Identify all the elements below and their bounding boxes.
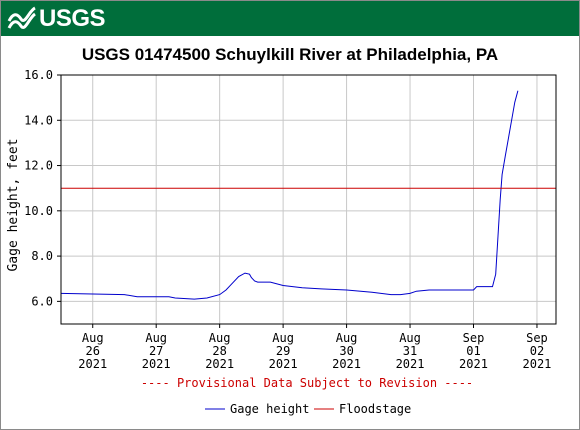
provisional-notice: ---- Provisional Data Subject to Revisio… xyxy=(141,376,473,390)
chart-title: USGS 01474500 Schuylkill River at Philad… xyxy=(82,45,498,64)
legend-label-floodstage: Floodstage xyxy=(339,402,411,416)
y-tick-label: 6.0 xyxy=(31,294,53,308)
x-tick-label: Aug 29 2021 xyxy=(269,331,298,371)
x-tick-label: Sep 02 2021 xyxy=(523,331,552,371)
y-axis-ticks: 6.0 8.0 10.0 12.0 14.0 16.0 xyxy=(24,68,61,308)
x-tick-label: Aug 30 2021 xyxy=(332,331,361,371)
y-axis-label: Gage height, feet xyxy=(6,138,21,271)
y-tick-label: 8.0 xyxy=(31,249,53,263)
y-tick-label: 12.0 xyxy=(24,159,53,173)
usgs-banner: USGS xyxy=(1,1,579,36)
x-tick-label: Aug 28 2021 xyxy=(205,331,234,371)
usgs-wave-icon xyxy=(7,6,36,29)
plot-series xyxy=(60,90,556,300)
logo-text: USGS xyxy=(39,5,106,32)
legend: Gage height Floodstage xyxy=(205,402,411,416)
y-tick-label: 16.0 xyxy=(24,68,53,82)
x-tick-label: Sep 01 2021 xyxy=(459,331,488,371)
x-tick-label: Aug 27 2021 xyxy=(142,331,171,371)
y-tick-label: 14.0 xyxy=(24,113,53,127)
x-axis-ticks: Aug 26 2021 Aug 27 2021 Aug 28 2021 Aug 29 2021 Aug 3… xyxy=(78,324,551,371)
x-tick-label: Aug 31 2021 xyxy=(396,331,425,371)
x-tick-label: Aug 26 2021 xyxy=(78,331,107,371)
legend-label-gage-height: Gage height xyxy=(230,402,309,416)
plot-border xyxy=(60,74,557,325)
y-tick-label: 10.0 xyxy=(24,204,53,218)
usgs-logo[interactable]: USGS xyxy=(7,5,106,32)
series-line-gage-height xyxy=(60,90,519,300)
